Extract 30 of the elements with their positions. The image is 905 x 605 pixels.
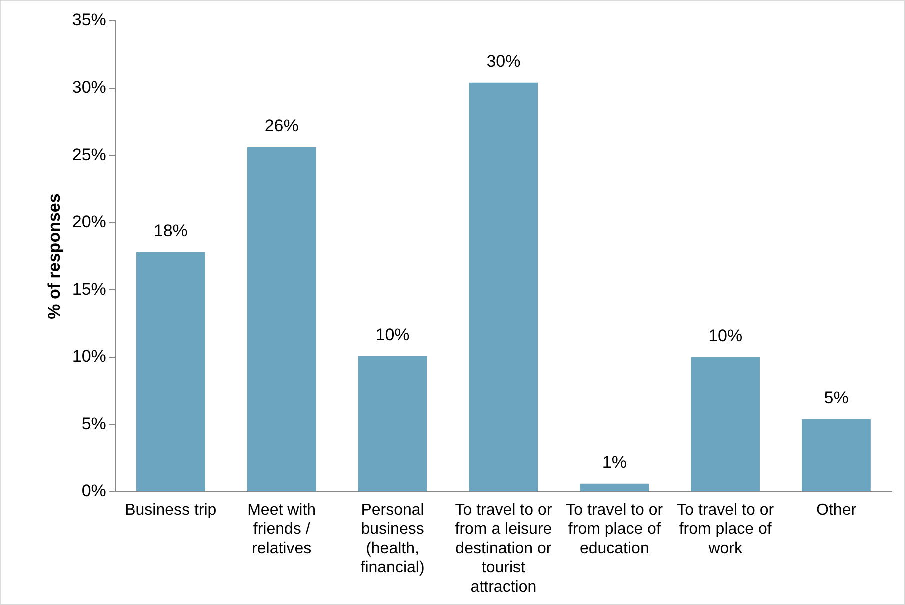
bar — [358, 356, 428, 492]
bar — [136, 252, 206, 492]
data-label: 26% — [264, 116, 299, 136]
x-tick-label: Other — [816, 502, 858, 520]
data-label: 10% — [376, 325, 410, 344]
y-axis-title: % of responses — [44, 194, 64, 320]
y-tick-label: 25% — [72, 145, 106, 164]
x-tick-label: To travel to or from place of education — [566, 502, 664, 558]
y-tick-label: 20% — [72, 212, 106, 232]
data-label: 10% — [708, 326, 743, 346]
data-label: 1% — [602, 453, 627, 472]
y-tick-label: 5% — [82, 414, 106, 434]
bar — [580, 484, 650, 492]
y-tick-label: 30% — [72, 78, 106, 97]
x-tick-label: To travel to or from place of work — [677, 502, 775, 558]
data-label: 18% — [154, 222, 188, 241]
data-label: 30% — [486, 52, 521, 72]
data-label: 5% — [824, 388, 849, 408]
x-tick-label: Personal business (health, financial) — [360, 502, 425, 577]
x-tick-label: To travel to or from a leisure destination or tourist attraction — [455, 502, 553, 596]
bar — [802, 419, 871, 492]
x-tick-label: Meet with friends / relatives — [248, 502, 316, 558]
y-tick-label: 35% — [72, 10, 106, 30]
bar — [247, 147, 316, 492]
bar — [691, 357, 760, 492]
bar — [469, 82, 538, 492]
y-tick-label: 15% — [72, 280, 106, 299]
x-tick-label: Business trip — [125, 502, 217, 520]
y-tick-label: 10% — [72, 347, 106, 366]
y-tick-label: 0% — [82, 482, 106, 501]
